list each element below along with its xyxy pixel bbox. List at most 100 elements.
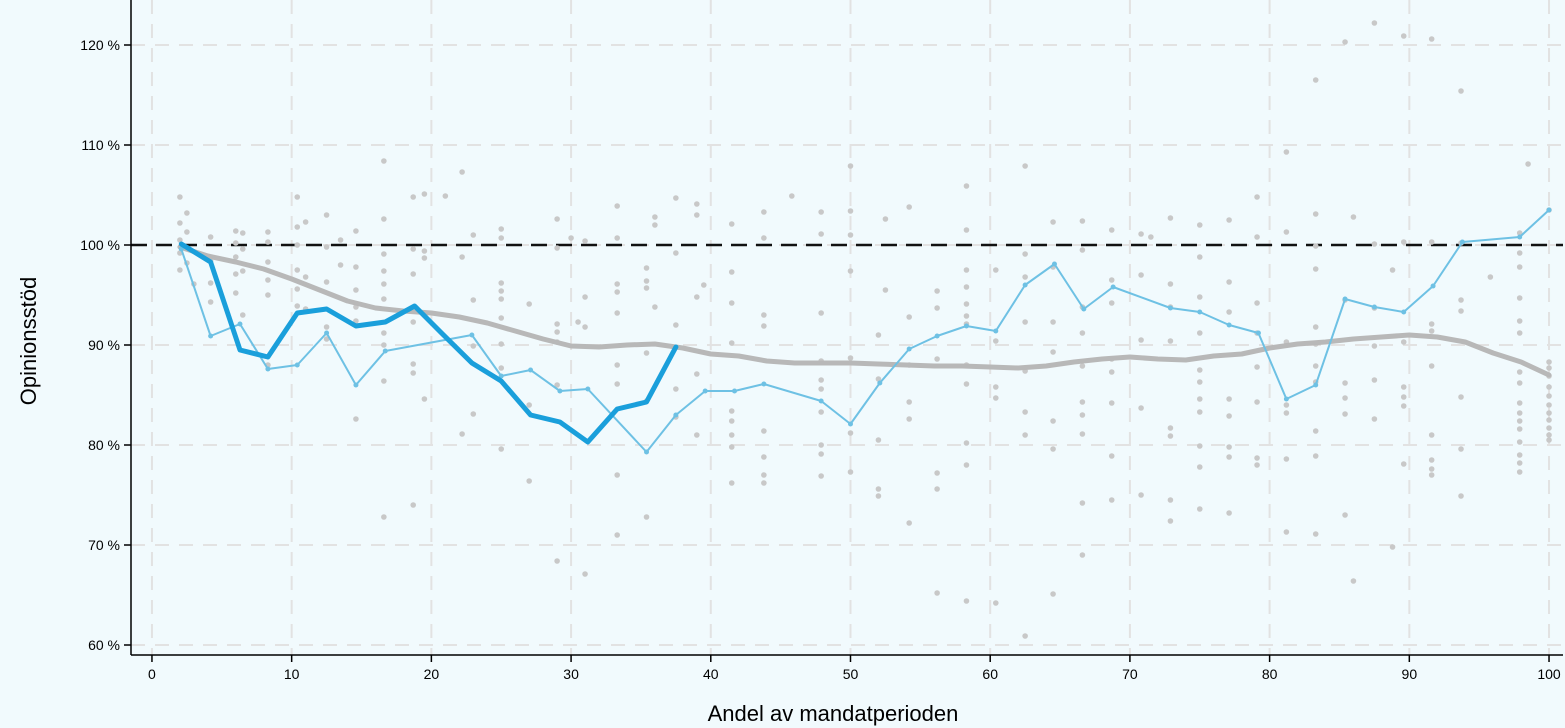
scatter-point (1312, 243, 1319, 249)
scatter-point (1022, 163, 1028, 169)
scatter-point (1167, 518, 1174, 524)
light-series-point (557, 388, 563, 394)
scatter-point (1487, 274, 1494, 280)
scatter-point (459, 254, 465, 260)
scatter-point (882, 287, 889, 293)
scatter-point (728, 444, 735, 450)
scatter-point (381, 268, 387, 274)
scatter-point (789, 193, 795, 199)
scatter-point (1428, 328, 1435, 334)
scatter-point (1546, 359, 1552, 365)
scatter-point (1428, 36, 1435, 42)
scatter-point (323, 244, 330, 250)
scatter-point (177, 267, 183, 273)
scatter-point (1516, 369, 1523, 375)
scatter-point (239, 268, 246, 274)
scatter-point (1196, 506, 1203, 512)
light-series-point (1167, 305, 1173, 311)
scatter-point (1138, 492, 1144, 498)
scatter-point (643, 350, 650, 356)
scatter-point (1458, 493, 1464, 499)
scatter-point (1400, 461, 1407, 467)
scatter-point (410, 319, 417, 325)
scatter-point (1516, 264, 1523, 270)
scatter-point (652, 304, 658, 310)
scatter-point (353, 228, 359, 234)
light-series-point (237, 321, 243, 327)
light-series-point (1430, 283, 1436, 289)
scatter-point (643, 514, 650, 520)
scatter-point (992, 338, 999, 344)
scatter-point (1283, 456, 1290, 462)
scatter-point (207, 299, 214, 305)
light-series-point (265, 366, 271, 372)
scatter-point (554, 245, 560, 251)
scatter-point (410, 194, 417, 200)
scatter-point (353, 416, 359, 422)
scatter-point (498, 296, 505, 302)
scatter-point (1371, 20, 1378, 26)
scatter-point (934, 470, 940, 476)
light-series-point (1371, 304, 1377, 310)
scatter-point (568, 235, 574, 241)
scatter-point (554, 329, 560, 335)
scatter-point (906, 399, 912, 405)
scatter-point (470, 343, 477, 349)
scatter-point (1546, 432, 1552, 438)
scatter-point (459, 431, 465, 437)
scatter-point (882, 216, 889, 222)
scatter-point (470, 411, 477, 417)
light-series-point (1051, 261, 1057, 267)
scatter-point (207, 234, 214, 240)
light-series-point (1342, 296, 1348, 302)
light-series-point (1081, 306, 1087, 312)
scatter-point (1254, 399, 1260, 405)
scatter-point (381, 158, 387, 164)
scatter-point (232, 254, 239, 260)
scatter-point (1022, 274, 1028, 280)
scatter-point (1428, 321, 1435, 327)
scatter-point (498, 226, 505, 232)
scatter-point (728, 408, 735, 414)
scatter-point (1050, 219, 1056, 225)
scatter-point (582, 571, 588, 577)
scatter-point (1050, 349, 1056, 355)
scatter-point (1283, 149, 1290, 155)
scatter-point (1546, 402, 1552, 408)
scatter-point (614, 310, 620, 316)
scatter-point (963, 440, 970, 446)
scatter-point (963, 598, 970, 604)
scatter-point (1312, 77, 1319, 83)
light-series-point (324, 330, 330, 336)
scatter-point (1196, 222, 1203, 228)
scatter-point (177, 194, 183, 200)
scatter-point (761, 480, 767, 486)
y-tick-label: 60 % (88, 637, 120, 653)
scatter-point (498, 288, 505, 294)
scatter-point (761, 428, 767, 434)
scatter-point (232, 271, 239, 277)
scatter-point (1167, 281, 1174, 287)
scatter-point (1196, 294, 1203, 300)
x-tick-label: 0 (148, 666, 156, 682)
scatter-point (847, 232, 854, 238)
scatter-point (728, 432, 735, 438)
scatter-point (963, 462, 970, 468)
scatter-point (818, 473, 824, 479)
scatter-point (1458, 308, 1464, 314)
scatter-point (381, 378, 387, 384)
scatter-point (265, 229, 271, 235)
scatter-point (381, 296, 387, 302)
scatter-point (294, 242, 301, 248)
scatter-point (673, 195, 679, 201)
scatter-point (728, 221, 735, 227)
scatter-point (554, 321, 560, 327)
scatter-point (410, 271, 417, 277)
scatter-point (1079, 218, 1086, 224)
scatter-point (1428, 432, 1435, 438)
scatter-point (294, 267, 301, 273)
scatter-point (1050, 591, 1056, 597)
scatter-point (1196, 367, 1203, 373)
scatter-point (1516, 418, 1523, 424)
scatter-point (1312, 453, 1319, 459)
